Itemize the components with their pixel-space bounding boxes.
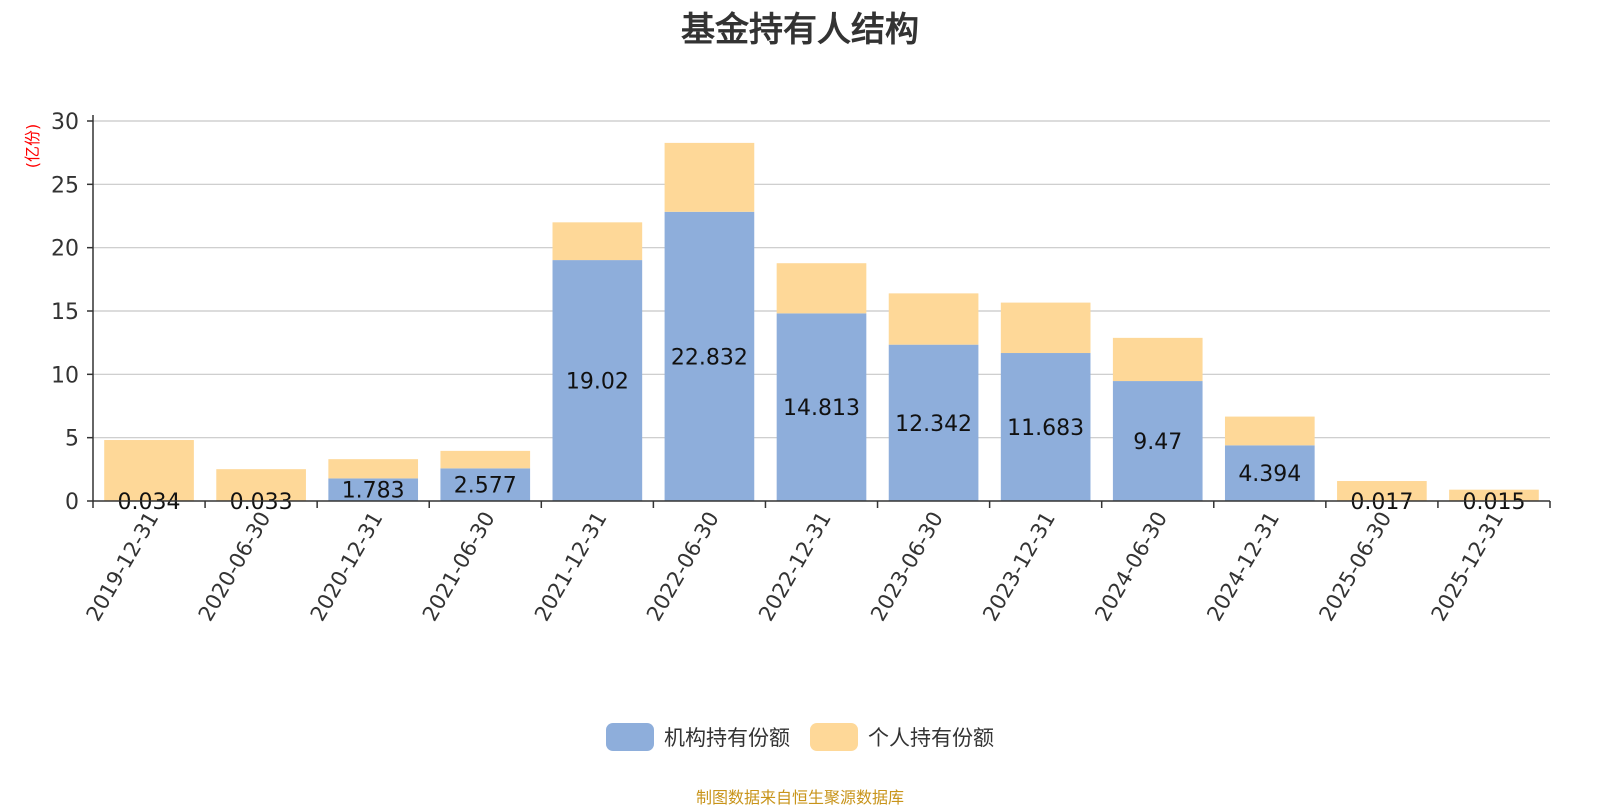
data-label-institutional: 0.033 [230, 490, 293, 515]
data-label-institutional: 4.394 [1238, 462, 1301, 487]
legend-item-institutional[interactable]: 机构持有份额 [606, 722, 790, 752]
source-note: 制图数据来自恒生聚源数据库 [0, 784, 1600, 808]
legend-swatch-institutional [606, 723, 654, 751]
data-label-institutional: 2.577 [454, 474, 517, 499]
y-tick-label: 10 [51, 363, 79, 388]
data-label-institutional: 11.683 [1007, 416, 1084, 441]
x-tick-label: 2023-12-31 [978, 508, 1060, 626]
data-label-institutional: 22.832 [671, 345, 748, 370]
x-tick-label: 2024-12-31 [1202, 508, 1284, 626]
y-axis-unit-label: (亿份) [23, 124, 42, 169]
data-label-institutional: 19.02 [566, 370, 629, 395]
y-tick-label: 5 [65, 427, 79, 452]
data-label-institutional: 14.813 [783, 396, 860, 421]
y-tick-label: 25 [51, 173, 79, 198]
y-tick-label: 15 [51, 300, 79, 325]
data-label-institutional: 12.342 [895, 412, 972, 437]
x-tick-label: 2022-12-31 [754, 508, 836, 626]
x-tick-label: 2019-12-31 [82, 508, 164, 626]
data-label-institutional: 0.034 [118, 490, 181, 515]
legend-label-individual: 个人持有份额 [868, 722, 994, 752]
x-tick-label: 2020-12-31 [306, 508, 388, 626]
bar-individual [553, 222, 643, 260]
x-tick-label: 2021-06-30 [418, 508, 500, 626]
bar-individual [777, 263, 867, 313]
bar-individual [328, 459, 418, 478]
y-tick-label: 30 [51, 110, 79, 135]
x-tick-label: 2025-12-31 [1426, 508, 1508, 626]
x-tick-label: 2020-06-30 [194, 508, 276, 626]
legend: 机构持有份额 个人持有份额 [0, 722, 1600, 752]
x-tick-label: 2022-06-30 [642, 508, 724, 626]
x-tick-label: 2025-06-30 [1314, 508, 1396, 626]
x-tick-label: 2024-06-30 [1090, 508, 1172, 626]
bar-individual [665, 143, 755, 212]
bars [104, 143, 1539, 501]
bar-individual [889, 293, 979, 344]
y-tick-label: 20 [51, 237, 79, 262]
bar-individual [1225, 417, 1315, 446]
data-label-institutional: 9.47 [1133, 430, 1182, 455]
data-label-institutional: 0.015 [1462, 490, 1525, 515]
data-label-institutional: 1.783 [342, 479, 405, 504]
x-tick-label: 2023-06-30 [866, 508, 948, 626]
legend-label-institutional: 机构持有份额 [664, 722, 790, 752]
y-tick-label: 0 [65, 490, 79, 515]
bar-individual [440, 451, 530, 468]
x-tick-label: 2021-12-31 [530, 508, 612, 626]
legend-item-individual[interactable]: 个人持有份额 [810, 722, 994, 752]
bar-individual [1001, 303, 1091, 353]
bar-individual [1113, 338, 1203, 381]
data-label-institutional: 0.017 [1350, 490, 1413, 515]
legend-swatch-individual [810, 723, 858, 751]
